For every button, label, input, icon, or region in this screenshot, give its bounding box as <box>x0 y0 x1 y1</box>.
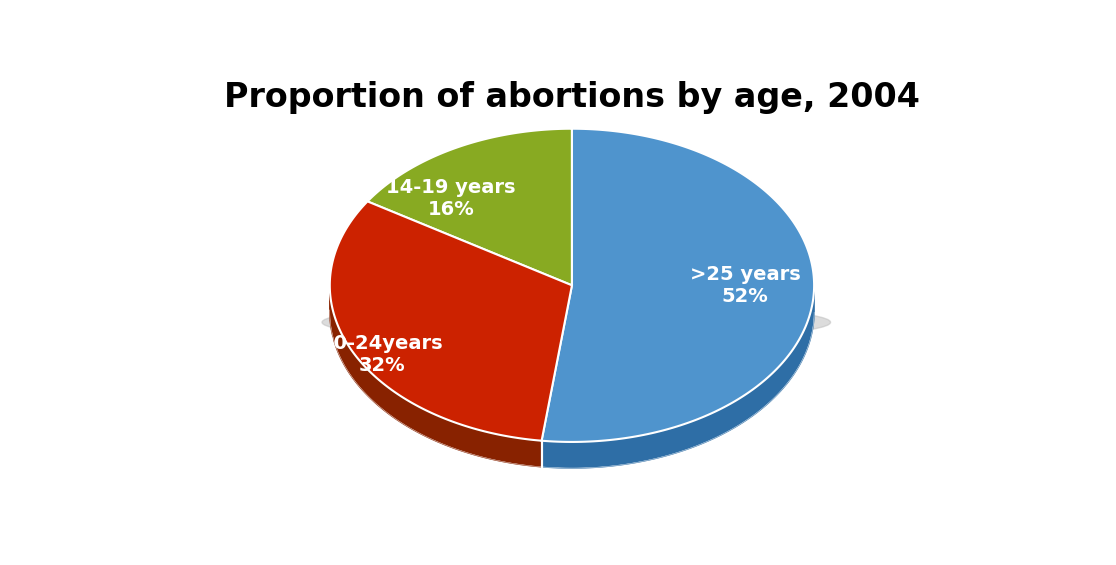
Text: 14-19 years
16%: 14-19 years 16% <box>386 178 516 219</box>
Polygon shape <box>367 129 573 285</box>
Polygon shape <box>541 129 814 442</box>
Polygon shape <box>330 284 541 467</box>
Polygon shape <box>330 201 573 441</box>
Text: Proportion of abortions by age, 2004: Proportion of abortions by age, 2004 <box>224 81 920 114</box>
Text: >25 years
52%: >25 years 52% <box>690 265 800 306</box>
Ellipse shape <box>323 303 830 341</box>
Text: 20-24years
32%: 20-24years 32% <box>320 334 443 375</box>
Polygon shape <box>541 286 814 468</box>
